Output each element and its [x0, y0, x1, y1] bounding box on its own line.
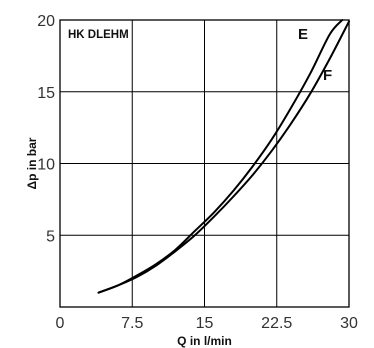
grid-lines	[60, 20, 349, 307]
y-tick-label-1: 10	[37, 157, 55, 174]
curve-e	[97, 19, 344, 294]
curves	[97, 19, 350, 294]
y-axis-label: Δp in bar	[25, 137, 39, 189]
y-tick-label-0: 5	[46, 228, 55, 245]
x-axis-label: Q in l/min	[177, 334, 232, 348]
curve-f	[97, 20, 350, 294]
curve-label-e: E	[298, 26, 308, 43]
plot-border	[59, 19, 350, 308]
x-tick-label-3: 22.5	[261, 315, 292, 332]
y-tick-labels: 5 10 15 20	[37, 13, 55, 245]
chart-title: HK DLEHM	[68, 29, 129, 41]
curve-label-f: F	[323, 67, 332, 84]
x-tick-labels: 0 7.5 15 22.5 30	[56, 315, 358, 332]
x-tick-label-4: 30	[340, 315, 358, 332]
x-tick-label-2: 15	[196, 315, 214, 332]
x-tick-label-0: 0	[56, 315, 65, 332]
x-tick-label-1: 7.5	[121, 315, 143, 332]
y-tick-label-2: 15	[37, 85, 55, 102]
y-tick-label-3: 20	[37, 13, 55, 30]
